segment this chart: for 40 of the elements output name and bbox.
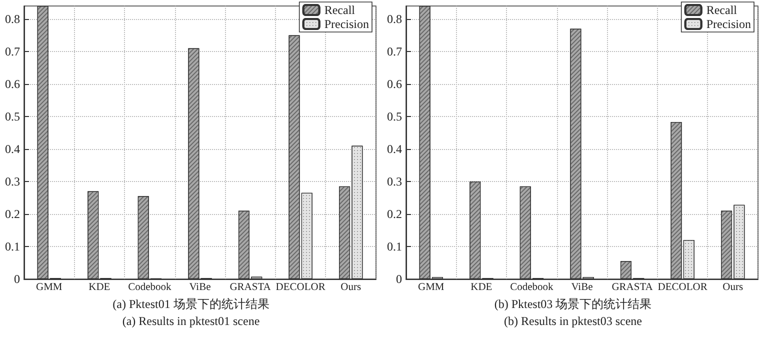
x-tick-label: Codebook [128, 282, 172, 293]
y-tick-label: 0.1 [5, 240, 20, 254]
y-tick-label: 0.3 [5, 174, 20, 188]
legend-label: Recall [706, 3, 738, 17]
y-tick-label: 0 [14, 272, 20, 286]
y-tick-label: 0.2 [5, 207, 20, 221]
x-tick-label: GMM [418, 282, 445, 293]
x-tick-label: GRASTA [230, 282, 272, 293]
y-tick-label: 0.8 [5, 12, 20, 26]
x-tick-label: GRASTA [612, 282, 654, 293]
y-tick-label: 0.3 [387, 174, 402, 188]
legend-label: Recall [324, 3, 356, 17]
x-tick-label: DECOLOR [276, 282, 326, 293]
y-tick-label: 0.6 [5, 77, 20, 91]
y-tick-label: 0.5 [387, 110, 402, 124]
x-tick-label: GMM [36, 282, 63, 293]
text: (a) Results in pktest01 scene [122, 314, 260, 328]
x-tick-label: Codebook [510, 282, 554, 293]
legend-label: Precision [706, 17, 752, 31]
y-tick-label: 0.4 [5, 142, 20, 156]
y-tick-label: 0.7 [5, 44, 20, 58]
text: (b) Pktest03 场景下的统计结果 [494, 297, 652, 311]
y-tick-label: 0.1 [387, 240, 402, 254]
x-tick-label: DECOLOR [658, 282, 708, 293]
y-tick-label: 0 [396, 272, 402, 286]
y-tick-label: 0.7 [387, 44, 402, 58]
y-tick-label: 0.4 [387, 142, 402, 156]
legend-label: Precision [324, 17, 370, 31]
x-tick-label: KDE [88, 282, 110, 293]
x-tick-label: Ours [340, 282, 362, 293]
x-tick-label: ViBe [189, 282, 212, 293]
text: (b) Results in pktest03 scene [504, 314, 642, 328]
x-tick-label: Ours [722, 282, 744, 293]
x-tick-label: KDE [470, 282, 492, 293]
y-tick-label: 0.8 [387, 12, 402, 26]
y-tick-label: 0.6 [387, 77, 402, 91]
y-tick-label: 0.5 [5, 110, 20, 124]
text: (a) Pktest01 场景下的统计结果 [112, 297, 270, 311]
x-tick-label: ViBe [571, 282, 594, 293]
y-tick-label: 0.2 [387, 207, 402, 221]
